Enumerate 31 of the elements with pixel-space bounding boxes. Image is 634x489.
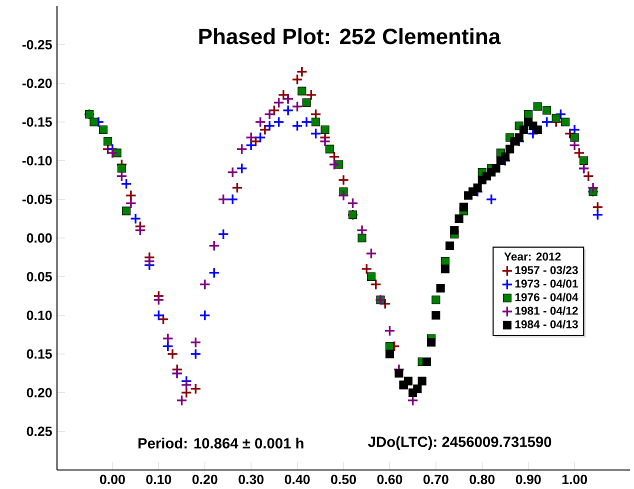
y-tick-label: 0.00 [26, 233, 52, 243]
legend-label: 1984 - 04/13 [515, 320, 578, 328]
x-tick-label: 0.80 [470, 474, 495, 484]
x-tick-label: 0.70 [423, 474, 448, 484]
annotation: Period: 10.864 ± 0.001 h [138, 438, 304, 448]
x-tick-label: 1.00 [562, 474, 587, 484]
y-tick-label: 0.20 [26, 388, 52, 398]
text: Phased Plot: 252 Clementina [199, 28, 501, 44]
legend-label: 1981 - 04/12 [515, 306, 578, 315]
x-tick-label: 0.50 [331, 474, 356, 484]
x-tick-label: 0.00 [100, 474, 125, 484]
annotation: JDo(LTC): 2456009.731590 [368, 436, 552, 450]
x-tick-label: 0.90 [516, 474, 541, 484]
x-tick-label: 0.60 [377, 474, 402, 484]
y-tick-label: -0.25 [22, 40, 52, 50]
y-tick-label: -0.05 [22, 194, 52, 204]
y-tick-label: -0.20 [22, 78, 52, 88]
legend-label: 1973 - 04/01 [515, 279, 578, 288]
y-tick-label: 0.25 [26, 426, 52, 436]
y-tick-label: 0.05 [26, 272, 52, 282]
x-tick-label: 0.20 [192, 474, 218, 484]
legend-label: 1976 - 04/04 [515, 292, 578, 302]
legend-title: Year: 2012 [504, 252, 561, 261]
y-tick-label: -0.15 [22, 117, 52, 127]
x-tick-label: 0.30 [238, 474, 264, 484]
y-tick-label: 0.10 [26, 310, 52, 320]
y-tick-label: -0.10 [22, 156, 52, 166]
x-tick-label: 0.40 [284, 474, 310, 484]
x-tick-label: 0.10 [146, 474, 172, 484]
y-tick-label: 0.15 [26, 349, 52, 359]
legend-label: 1957 - 03/23 [515, 266, 578, 274]
